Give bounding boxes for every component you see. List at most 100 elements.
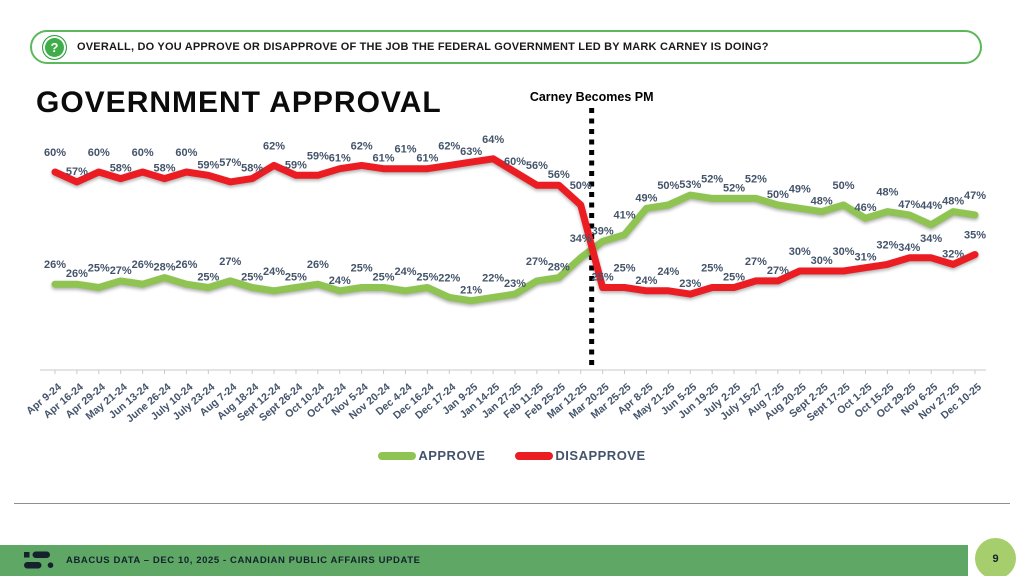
svg-text:Carney Becomes PM: Carney Becomes PM — [530, 90, 654, 104]
svg-text:61%: 61% — [394, 144, 416, 156]
x-axis — [40, 369, 986, 374]
svg-text:48%: 48% — [811, 196, 833, 208]
question-bubble-icon: ? — [42, 34, 67, 60]
svg-text:59%: 59% — [307, 150, 329, 162]
footer-bar: ABACUS DATA – DEC 10, 2025 - CANADIAN PU… — [0, 545, 968, 576]
svg-text:22%: 22% — [438, 272, 460, 284]
svg-text:23%: 23% — [679, 278, 701, 290]
svg-text:30%: 30% — [811, 255, 833, 267]
svg-text:25%: 25% — [373, 272, 395, 284]
svg-text:25%: 25% — [285, 272, 307, 284]
svg-text:60%: 60% — [132, 147, 154, 159]
svg-text:24%: 24% — [657, 266, 679, 278]
svg-text:25%: 25% — [241, 272, 263, 284]
svg-text:23%: 23% — [504, 278, 526, 290]
svg-text:49%: 49% — [789, 183, 811, 195]
svg-text:27%: 27% — [526, 256, 548, 268]
abacus-data-logo — [24, 551, 54, 568]
data-labels-disapprove: 60%57%60%58%60%58%60%59% 57% 58%62%59%59% 6… — [44, 134, 986, 290]
svg-text:59%: 59% — [197, 159, 219, 171]
legend-label-disapprove: DISAPPROVE — [555, 448, 646, 463]
svg-text:25%: 25% — [351, 263, 373, 275]
approve-line-swatch — [378, 451, 417, 460]
svg-text:26%: 26% — [132, 259, 154, 271]
svg-text:25%: 25% — [614, 263, 636, 275]
svg-text:32%: 32% — [876, 239, 898, 251]
svg-text:52%: 52% — [701, 173, 723, 185]
svg-text:25%: 25% — [416, 272, 438, 284]
svg-text:52%: 52% — [745, 173, 767, 185]
svg-text:25%: 25% — [197, 272, 219, 284]
question-text: OVERALL, DO YOU APPROVE OR DISAPPROVE OF… — [77, 41, 769, 53]
svg-text:34%: 34% — [898, 242, 920, 254]
svg-text:49%: 49% — [635, 192, 657, 204]
svg-text:60%: 60% — [504, 156, 526, 168]
svg-text:50%: 50% — [833, 180, 855, 192]
svg-text:53%: 53% — [679, 179, 701, 191]
svg-text:34%: 34% — [920, 233, 942, 245]
svg-text:30%: 30% — [789, 246, 811, 258]
svg-text:50%: 50% — [570, 180, 592, 192]
legend-item-disapprove: DISAPPROVE — [515, 448, 645, 463]
svg-text:59%: 59% — [285, 159, 307, 171]
legend-label-approve: APPROVE — [418, 448, 486, 463]
svg-text:46%: 46% — [854, 202, 876, 214]
svg-text:21%: 21% — [460, 285, 482, 297]
svg-text:48%: 48% — [942, 196, 964, 208]
svg-text:56%: 56% — [548, 169, 570, 181]
svg-text:22%: 22% — [482, 272, 504, 284]
question-banner: ? OVERALL, DO YOU APPROVE OR DISAPPROVE … — [30, 30, 982, 64]
footer-text: ABACUS DATA – DEC 10, 2025 - CANADIAN PU… — [66, 555, 421, 566]
svg-text:24%: 24% — [329, 275, 351, 287]
svg-text:47%: 47% — [964, 190, 986, 202]
svg-text:35%: 35% — [964, 230, 986, 242]
page-number-badge: 9 — [975, 538, 1016, 576]
svg-text:25%: 25% — [723, 272, 745, 284]
svg-text:61%: 61% — [329, 153, 351, 165]
svg-text:30%: 30% — [833, 246, 855, 258]
svg-text:60%: 60% — [88, 147, 110, 159]
svg-text:27%: 27% — [745, 256, 767, 268]
svg-text:50%: 50% — [767, 189, 789, 201]
footer-divider — [14, 503, 1010, 504]
svg-text:25%: 25% — [592, 272, 614, 284]
svg-text:39%: 39% — [592, 225, 614, 237]
svg-text:52%: 52% — [723, 182, 745, 194]
svg-text:44%: 44% — [920, 200, 942, 212]
svg-text:58%: 58% — [154, 163, 176, 175]
svg-text:28%: 28% — [154, 262, 176, 274]
svg-text:24%: 24% — [394, 266, 416, 278]
svg-text:34%: 34% — [570, 233, 592, 245]
svg-text:48%: 48% — [876, 187, 898, 199]
svg-text:57%: 57% — [219, 157, 241, 169]
page-number: 9 — [992, 552, 999, 565]
data-labels-approve: 26%26% 25% 27% 26% 28% 26%25%27%25% 24% 25%26%2… — [44, 173, 986, 296]
svg-text:58%: 58% — [241, 163, 263, 175]
svg-text:58%: 58% — [110, 163, 132, 175]
svg-text:27%: 27% — [219, 256, 241, 268]
svg-text:27%: 27% — [767, 265, 789, 277]
svg-text:62%: 62% — [263, 140, 285, 152]
svg-text:60%: 60% — [175, 147, 197, 159]
svg-text:47%: 47% — [898, 199, 920, 211]
svg-text:24%: 24% — [635, 275, 657, 287]
chart-legend: APPROVE DISAPPROVE — [0, 448, 1024, 463]
svg-text:24%: 24% — [263, 266, 285, 278]
svg-text:56%: 56% — [526, 160, 548, 172]
legend-item-approve: APPROVE — [378, 448, 485, 463]
svg-text:60%: 60% — [44, 147, 66, 159]
svg-text:26%: 26% — [307, 259, 329, 271]
svg-text:26%: 26% — [44, 259, 66, 271]
svg-text:61%: 61% — [373, 153, 395, 165]
svg-text:26%: 26% — [175, 259, 197, 271]
svg-text:64%: 64% — [482, 134, 504, 146]
svg-text:31%: 31% — [854, 252, 876, 264]
page-title: GOVERNMENT APPROVAL — [36, 86, 442, 119]
svg-text:50%: 50% — [657, 180, 679, 192]
svg-text:26%: 26% — [66, 268, 88, 280]
svg-text:25%: 25% — [88, 263, 110, 275]
svg-text:63%: 63% — [460, 146, 482, 158]
